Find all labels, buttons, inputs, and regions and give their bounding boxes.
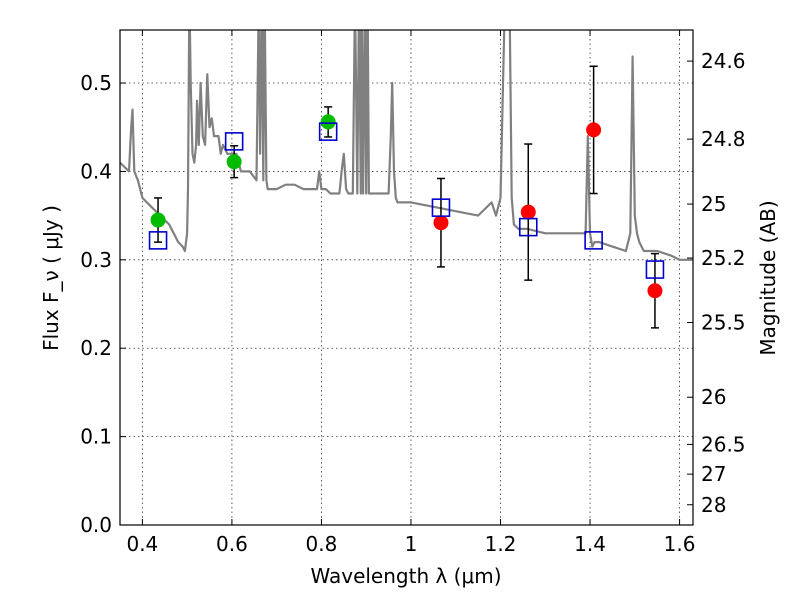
model-square-point [148, 231, 168, 250]
y-tick-label: 0.4 [80, 159, 112, 183]
x-tick-label: 0.8 [306, 532, 338, 556]
red-data-point [520, 204, 536, 220]
model-square-point [224, 132, 244, 151]
green-data-point [320, 114, 336, 130]
model-square-point [518, 217, 538, 237]
model-square-point [318, 122, 338, 141]
y-tick-label: 0.2 [80, 336, 112, 360]
magnitude-tick-label: 25 [701, 192, 726, 216]
y-tick-label: 0.3 [80, 248, 112, 272]
green-data-point [150, 212, 166, 228]
x-tick-label: 1 [405, 532, 418, 556]
model-square-point [645, 260, 665, 279]
model-square-point [584, 231, 603, 250]
model-square-point [431, 198, 451, 217]
magnitude-tick-label: 26 [701, 385, 726, 409]
y-tick-label: 0.5 [80, 71, 112, 95]
red-data-point [433, 215, 449, 231]
magnitude-tick-label: 27 [701, 462, 726, 486]
x-tick-label: 1.4 [574, 532, 606, 556]
green-data-point [226, 154, 242, 170]
magnitude-tick-label: 28 [701, 493, 726, 517]
spectrum-line [120, 30, 693, 261]
magnitude-tick-label: 24.8 [701, 127, 746, 151]
y2-axis-label: Magnitude (AB) [756, 200, 780, 355]
magnitude-tick-label: 26.5 [701, 432, 746, 456]
x-axis-label: Wavelength λ (μm) [310, 564, 501, 588]
magnitude-tick-label: 25.2 [701, 246, 746, 270]
red-data-point [586, 122, 602, 138]
x-tick-label: 1.2 [485, 532, 517, 556]
x-tick-label: 1.6 [664, 532, 696, 556]
y-tick-label: 0.0 [80, 513, 112, 537]
magnitude-tick-label: 25.5 [701, 311, 746, 335]
magnitude-tick-label: 24.6 [701, 49, 746, 73]
y-axis-label: Flux F_ν ( μJy ) [39, 205, 63, 351]
x-tick-label: 0.6 [216, 532, 248, 556]
axis-ticks: 0.4 0.6 0.8 1 1.2 1.4 1.6 0.0 0.1 0.2 0.3 0.4 0.5 24.… [80, 30, 746, 556]
red-data-point [647, 283, 663, 299]
plot-area [120, 30, 693, 329]
plot-frame [119, 29, 694, 526]
y-tick-label: 0.1 [80, 425, 112, 449]
x-tick-label: 0.4 [126, 532, 158, 556]
